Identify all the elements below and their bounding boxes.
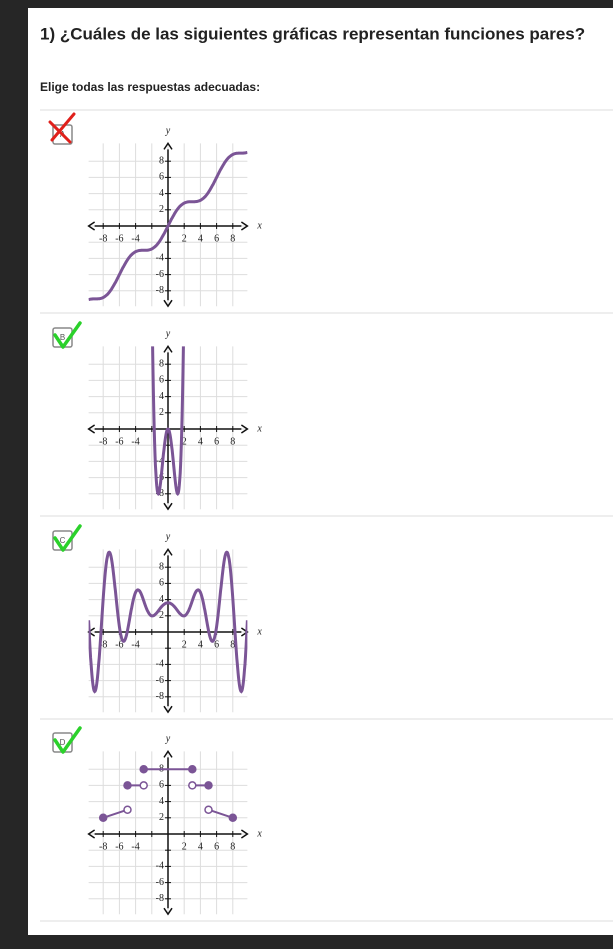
endpoint	[204, 781, 213, 790]
x-tick-label: 2	[182, 233, 187, 244]
y-tick-label: 4	[159, 594, 164, 605]
x-tick-label: -8	[99, 639, 107, 650]
y-axis-label: y	[165, 734, 171, 745]
y-tick-label: -8	[156, 691, 164, 702]
y-tick-label: 8	[159, 561, 164, 572]
x-tick-label: -8	[99, 233, 107, 244]
y-tick-label: 6	[159, 172, 164, 183]
x-tick-label: -6	[115, 233, 123, 244]
endpoint	[123, 781, 132, 790]
x-tick-label: 8	[230, 233, 235, 244]
y-tick-label: 4	[159, 188, 164, 199]
y-tick-label: -6	[156, 877, 164, 888]
y-tick-label: -6	[156, 269, 164, 280]
question-title: 1) ¿Cuáles de las siguientes gráficas re…	[40, 24, 585, 43]
panel	[28, 8, 613, 935]
x-tick-label: -4	[131, 233, 139, 244]
x-tick-label: 6	[214, 639, 219, 650]
option-letter: C	[60, 536, 66, 545]
correct-mark	[53, 321, 82, 349]
x-tick-label: 6	[214, 841, 219, 852]
y-tick-label: 6	[159, 578, 164, 589]
x-tick-label: -4	[131, 639, 139, 650]
x-tick-label: 2	[182, 841, 187, 852]
x-tick-label: 4	[198, 841, 203, 852]
y-tick-label: 2	[159, 407, 164, 418]
y-tick-label: 6	[159, 375, 164, 386]
y-tick-label: -6	[156, 675, 164, 686]
endpoint	[139, 764, 148, 774]
x-tick-label: -6	[115, 639, 123, 650]
option-letter: D	[60, 738, 66, 747]
x-tick-label: 2	[182, 639, 187, 650]
x-axis-label: x	[256, 626, 262, 637]
endpoint	[188, 764, 197, 774]
x-tick-label: 8	[230, 436, 235, 447]
endpoint	[98, 813, 108, 823]
wrong-mark	[48, 112, 76, 144]
x-tick-label: 2	[182, 436, 187, 447]
y-tick-label: 8	[159, 358, 164, 369]
y-axis-label: y	[165, 126, 171, 137]
x-tick-label: 6	[214, 436, 219, 447]
x-tick-label: 8	[230, 639, 235, 650]
y-tick-label: -4	[156, 861, 164, 872]
y-tick-label: -4	[156, 456, 164, 467]
x-tick-label: 4	[198, 639, 203, 650]
y-tick-label: -8	[156, 285, 164, 296]
x-axis-label: x	[256, 423, 262, 434]
endpoint	[139, 781, 148, 790]
x-tick-label: 8	[230, 841, 235, 852]
instruction: Elige todas las respuestas adecuadas:	[40, 80, 260, 94]
x-tick-label: -4	[131, 841, 139, 852]
endpoint	[228, 813, 238, 823]
x-tick-label: -8	[99, 436, 107, 447]
curve-segment	[208, 808, 234, 819]
correct-mark	[53, 726, 82, 754]
x-axis-label: x	[256, 220, 262, 231]
x-tick-label: -8	[99, 841, 107, 852]
y-tick-label: -4	[156, 253, 164, 264]
endpoint	[188, 781, 197, 790]
y-tick-label: 4	[159, 391, 164, 402]
y-axis-label: y	[165, 532, 171, 543]
y-tick-label: 4	[159, 796, 164, 807]
curve	[151, 346, 185, 497]
x-tick-label: 6	[214, 233, 219, 244]
correct-mark	[53, 524, 82, 552]
option-letter: B	[60, 333, 65, 342]
x-tick-label: 4	[198, 436, 203, 447]
x-tick-label: -6	[115, 436, 123, 447]
y-tick-label: 2	[159, 204, 164, 215]
x-axis-label: x	[256, 828, 262, 839]
y-tick-label: 6	[159, 780, 164, 791]
x-tick-label: 4	[198, 233, 203, 244]
curve-segment	[102, 808, 128, 819]
y-tick-label: -4	[156, 659, 164, 670]
endpoint	[204, 805, 213, 814]
y-tick-label: 2	[159, 812, 164, 823]
y-axis-label: y	[165, 329, 171, 340]
endpoint	[123, 805, 132, 814]
y-tick-label: 2	[159, 610, 164, 621]
curve	[88, 150, 248, 302]
curve	[88, 550, 248, 694]
y-tick-label: 8	[159, 155, 164, 166]
x-tick-label: -6	[115, 841, 123, 852]
x-tick-label: -4	[131, 436, 139, 447]
y-tick-label: -8	[156, 893, 164, 904]
